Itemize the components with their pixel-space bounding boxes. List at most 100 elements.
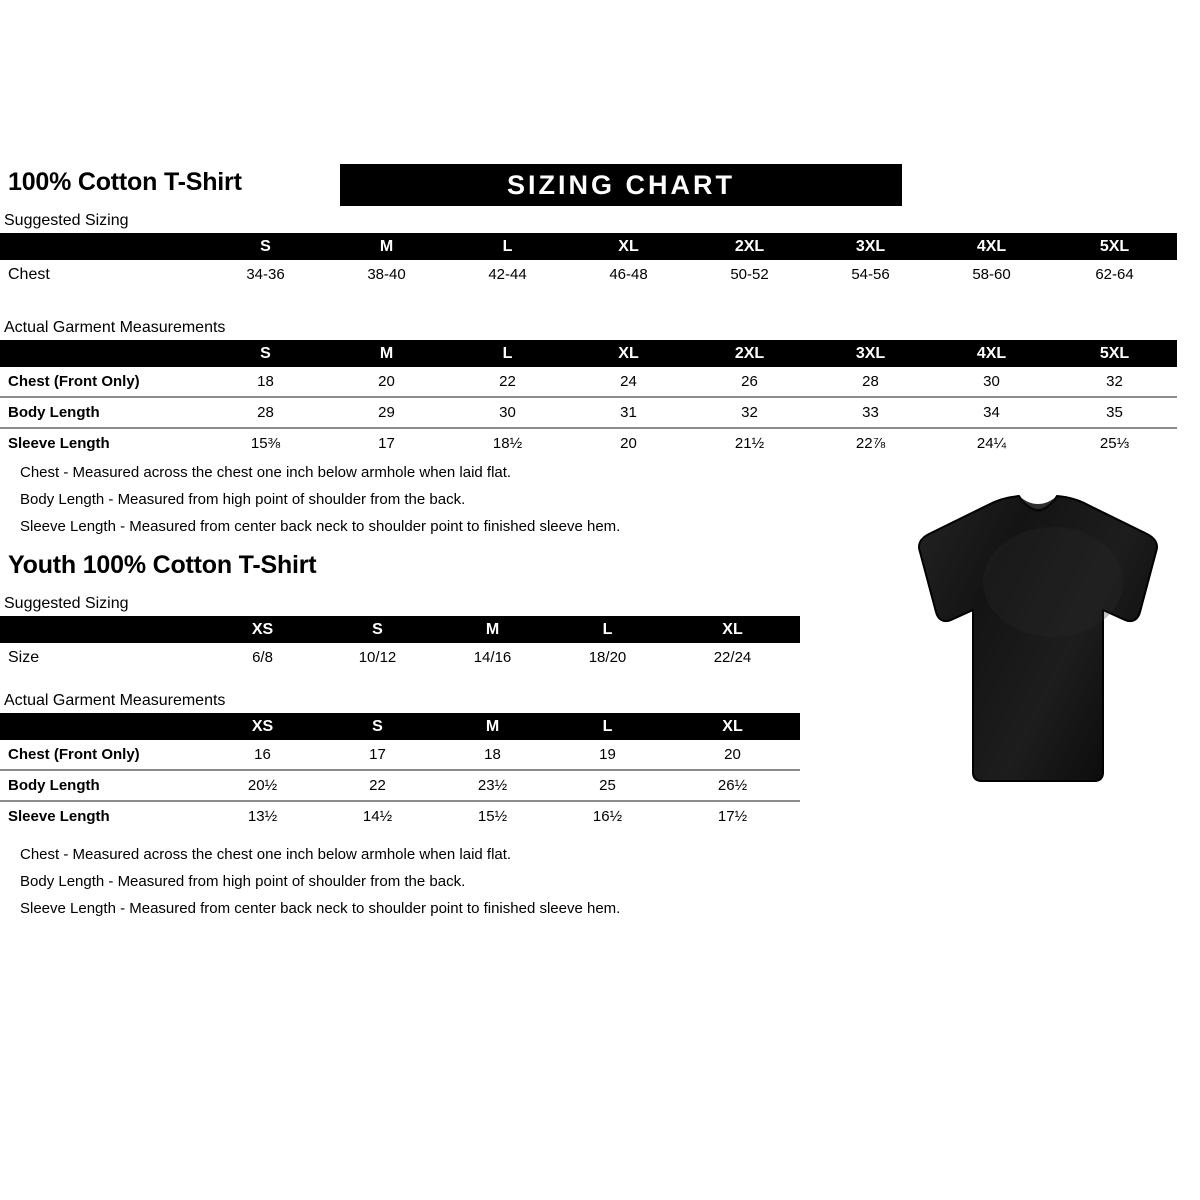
row-label: Sleeve Length [0,800,205,831]
cell-m: 29 [326,396,447,428]
cell-m: 23½ [435,769,550,801]
row-label: Chest [0,260,205,289]
header-cell-xs: XS [205,713,320,740]
cell-s: 22 [320,769,435,801]
youth-actual-measurements-table: XS S M L XL Chest (Front Only) 16 17 18 … [0,713,800,831]
cell-s: 17 [320,740,435,770]
cell-xs: 13½ [205,800,320,831]
header-cell-s: S [205,340,326,367]
cell-3xl: 54-56 [810,260,931,289]
sizing-chart-banner-label: SIZING CHART [507,170,735,200]
cell-xs: 16 [205,740,320,770]
header-cell-5xl: 5XL [1052,340,1177,367]
note-sleeve-length: Sleeve Length - Measured from center bac… [20,900,621,917]
header-cell-l: L [447,233,568,260]
cell-2xl: 32 [689,396,810,428]
cell-4xl: 34 [931,396,1052,428]
header-cell-m: M [435,616,550,643]
cell-s: 14½ [320,800,435,831]
cell-5xl: 35 [1052,396,1177,428]
table-row: Size 6/8 10/12 14/16 18/20 22/24 [0,643,800,672]
cell-xl: 24 [568,367,689,397]
row-label: Sleeve Length [0,427,205,458]
cell-xl: 20 [665,740,800,770]
header-cell-l: L [550,713,665,740]
header-cell-2xl: 2XL [689,340,810,367]
table-row: Body Length 28 29 30 31 32 33 34 35 [0,396,1177,428]
cell-m: 15½ [435,800,550,831]
cell-xl: 22/24 [665,643,800,672]
cell-xs: 20½ [205,769,320,801]
note-body-length: Body Length - Measured from high point o… [20,873,466,890]
header-cell-s: S [205,233,326,260]
row-label: Chest (Front Only) [0,367,205,397]
cell-3xl: 28 [810,367,931,397]
header-cell-s: S [320,616,435,643]
cell-4xl: 30 [931,367,1052,397]
sizing-chart-banner: SIZING CHART [340,164,902,206]
table-row: Body Length 20½ 22 23½ 25 26½ [0,769,800,801]
header-cell-3xl: 3XL [810,340,931,367]
header-corner [0,616,205,643]
cell-l: 19 [550,740,665,770]
header-cell-xl: XL [665,616,800,643]
header-cell-xl: XL [665,713,800,740]
cell-xl: 26½ [665,769,800,801]
cell-xl: 17½ [665,800,800,831]
youth-suggested-sizing-table: XS S M L XL Size 6/8 10/12 14/16 18/20 2… [0,616,800,672]
cell-xl: 20 [568,427,689,458]
cell-xl: 46-48 [568,260,689,289]
cell-l: 18½ [447,427,568,458]
table-header-row: XS S M L XL [0,616,800,643]
table-header-row: S M L XL 2XL 3XL 4XL 5XL [0,340,1177,367]
header-cell-4xl: 4XL [931,233,1052,260]
cell-s: 34-36 [205,260,326,289]
cell-m: 20 [326,367,447,397]
header-corner [0,713,205,740]
cell-l: 25 [550,769,665,801]
tshirt-illustration [918,495,1158,782]
table-row: Sleeve Length 15⅜ 17 18½ 20 21½ 22⅞ 24¼ … [0,427,1177,458]
header-cell-4xl: 4XL [931,340,1052,367]
header-cell-2xl: 2XL [689,233,810,260]
header-cell-l: L [447,340,568,367]
table-header-row: S M L XL 2XL 3XL 4XL 5XL [0,233,1177,260]
header-cell-5xl: 5XL [1052,233,1177,260]
cell-l: 22 [447,367,568,397]
row-label: Body Length [0,396,205,428]
cell-l: 16½ [550,800,665,831]
cell-s: 15⅜ [205,427,326,458]
adult-actual-measurements-table: S M L XL 2XL 3XL 4XL 5XL Chest (Front On… [0,340,1177,458]
note-chest: Chest - Measured across the chest one in… [20,846,512,863]
header-cell-m: M [326,340,447,367]
youth-measurement-notes: Chest - Measured across the chest one in… [20,841,620,922]
header-cell-s: S [320,713,435,740]
row-label: Body Length [0,769,205,801]
row-label: Size [0,643,205,672]
cell-m: 17 [326,427,447,458]
cell-2xl: 21½ [689,427,810,458]
cell-3xl: 22⅞ [810,427,931,458]
note-sleeve-length: Sleeve Length - Measured from center bac… [20,518,621,535]
cell-l: 42-44 [447,260,568,289]
cell-2xl: 26 [689,367,810,397]
adult-suggested-sizing-caption: Suggested Sizing [4,212,129,229]
cell-s: 28 [205,396,326,428]
header-cell-xl: XL [568,233,689,260]
header-corner [0,340,205,367]
youth-section-title: Youth 100% Cotton T-Shirt [8,551,317,579]
header-cell-xl: XL [568,340,689,367]
cell-5xl: 62-64 [1052,260,1177,289]
cell-l: 30 [447,396,568,428]
cell-4xl: 58-60 [931,260,1052,289]
table-row: Chest (Front Only) 16 17 18 19 20 [0,740,800,770]
cell-4xl: 24¼ [931,427,1052,458]
cell-m: 14/16 [435,643,550,672]
row-label: Chest (Front Only) [0,740,205,770]
youth-suggested-sizing-caption: Suggested Sizing [4,595,129,612]
header-cell-xs: XS [205,616,320,643]
adult-measurement-notes: Chest - Measured across the chest one in… [20,459,620,540]
cell-xs: 6/8 [205,643,320,672]
table-row: Sleeve Length 13½ 14½ 15½ 16½ 17½ [0,800,800,831]
